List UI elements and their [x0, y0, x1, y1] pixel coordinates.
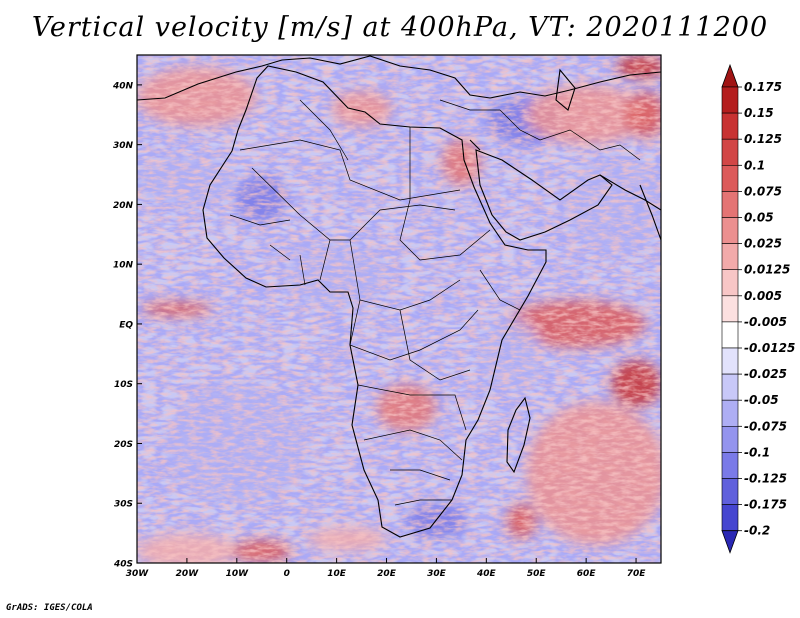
colorbar-swatch: [721, 452, 739, 479]
colorbar-swatch: [721, 86, 739, 114]
lat-label-30S: 30S: [114, 500, 133, 510]
colorbar-swatch: [721, 373, 739, 401]
longitude-labels: 30W 20W 10W 0 10E 20E 30E 40E 50E 60E 70E: [126, 558, 646, 579]
colorbar-swatch: [721, 347, 739, 375]
colorbar-label-0.05: 0.05: [744, 211, 774, 225]
colorbar-swatch: [721, 399, 739, 427]
lat-label-20N: 20N: [113, 201, 134, 211]
lon-label-10W: 10W: [226, 569, 250, 579]
colorbar-label--0.025: -0.025: [744, 367, 787, 381]
colorbar-label--0.0125: -0.0125: [744, 341, 795, 355]
colorbar-swatch: [721, 425, 739, 453]
colorbar-label-0.025: 0.025: [744, 237, 782, 251]
lat-label-10S: 10S: [114, 380, 133, 390]
colorbar-label-0.005: 0.005: [744, 289, 782, 303]
colorbar-swatch: [721, 295, 739, 323]
map-frame: [136, 54, 662, 564]
colorbar-label--0.2: -0.2: [744, 524, 770, 538]
footer-credit: GrADS: IGES/COLA: [6, 603, 93, 613]
colorbar-label-0.0125: 0.0125: [744, 263, 790, 277]
lon-label-20E: 20E: [377, 569, 397, 579]
lon-label-0: 0: [284, 569, 290, 579]
lon-label-50E: 50E: [527, 569, 547, 579]
colorbar-bottom-arrow: [721, 530, 739, 554]
lat-label-40S: 40S: [113, 560, 133, 570]
lon-label-30E: 30E: [427, 569, 447, 579]
arabian-peninsula: [475, 149, 613, 241]
velocity-field: [137, 55, 661, 563]
caspian-sea: [555, 68, 576, 111]
country-borders: [229, 99, 641, 506]
colorbar-label--0.075: -0.075: [744, 419, 787, 433]
red-sea-border: [469, 139, 481, 151]
lon-label-30W: 30W: [126, 569, 150, 579]
asia-coast: [599, 174, 661, 211]
africa-coastline: [202, 65, 547, 538]
lon-label-40E: 40E: [476, 569, 497, 579]
india-coast: [639, 184, 661, 241]
lat-label-EQ: EQ: [119, 320, 133, 330]
colorbar-swatch: [721, 217, 739, 244]
colorbar-label--0.125: -0.125: [744, 472, 787, 486]
lon-label-20W: 20W: [176, 569, 200, 579]
colorbar-swatch: [721, 138, 739, 166]
colorbar-swatch: [721, 269, 739, 297]
colorbar-label-0.175: 0.175: [744, 80, 782, 94]
colorbar-label--0.05: -0.05: [744, 393, 779, 407]
lon-label-60E: 60E: [577, 569, 597, 579]
colorbar: 0.175 0.15 0.125 0.1 0.075 0.05 0.025 0.0125 0.0…: [721, 63, 795, 554]
lat-label-40N: 40N: [112, 81, 134, 91]
colorbar-swatch: [721, 321, 739, 349]
colorbar-label-0.15: 0.15: [744, 106, 774, 120]
colorbar-swatch: [721, 478, 739, 505]
colorbar-swatch: [721, 112, 739, 140]
colorbar-label-0.075: 0.075: [744, 184, 782, 198]
colorbar-label--0.175: -0.175: [744, 498, 787, 512]
lat-label-30N: 30N: [113, 141, 134, 151]
lon-label-70E: 70E: [627, 569, 647, 579]
colorbar-label-0.1: 0.1: [744, 158, 765, 172]
colorbar-swatch: [721, 243, 739, 271]
colorbar-swatch: [721, 504, 739, 532]
colorbar-label--0.1: -0.1: [744, 445, 770, 459]
coastlines: [137, 55, 661, 538]
madagascar: [506, 396, 531, 474]
lon-label-10E: 10E: [327, 569, 347, 579]
latitude-labels: 40N 30N 20N 10N EQ 10S 20S 30S 40S: [112, 81, 142, 570]
europe-coast: [137, 55, 661, 101]
colorbar-top-arrow: [721, 63, 739, 88]
colorbar-swatch: [721, 165, 739, 192]
map-title: Vertical velocity [m/s] at 400hPa, VT: 2…: [31, 12, 769, 43]
lat-label-20S: 20S: [114, 440, 133, 450]
colorbar-label-0.125: 0.125: [744, 132, 782, 146]
lat-label-10N: 10N: [113, 261, 134, 271]
colorbar-swatch: [721, 191, 739, 218]
colorbar-label--0.005: -0.005: [744, 315, 787, 329]
